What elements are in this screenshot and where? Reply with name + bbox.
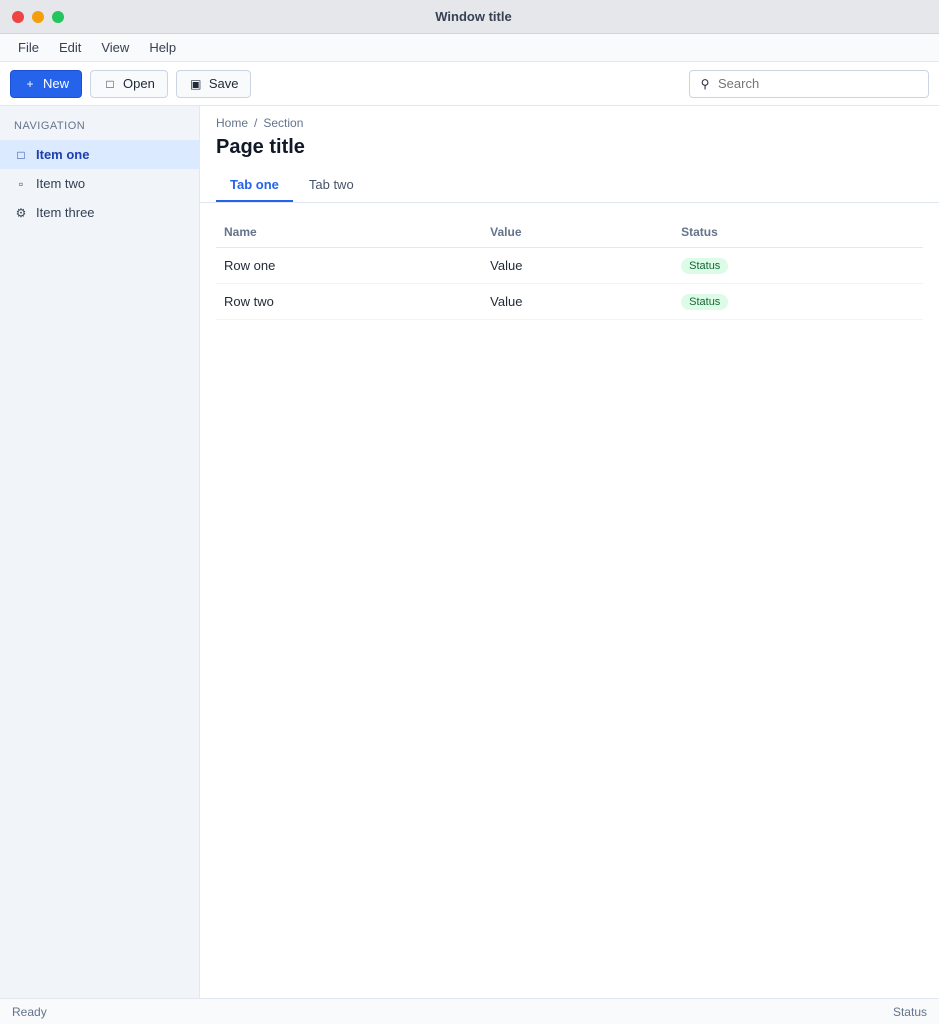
status-badge: Status — [681, 258, 729, 274]
data-table: Name Value Status Row one Value Status R… — [216, 217, 923, 320]
menu-item-3[interactable]: View — [101, 40, 130, 55]
column-header[interactable]: Name — [216, 217, 483, 248]
status-bar: Ready Status — [0, 998, 939, 1024]
tab-1[interactable]: Tab one — [216, 169, 293, 202]
menu-item-1[interactable]: File — [18, 40, 39, 55]
status-badge: Status — [681, 294, 729, 310]
breadcrumb-item: Section — [263, 116, 304, 130]
menu-bar: File Edit View Help — [0, 34, 939, 62]
column-header[interactable]: Status — [673, 217, 923, 248]
new-button[interactable]: + New — [10, 69, 83, 98]
tab-2[interactable]: Tab two — [308, 177, 354, 192]
new-button-label: New — [43, 76, 70, 91]
sidebar-item-2[interactable]: ▫ Item two — [0, 169, 199, 198]
save-icon: ▣ — [190, 76, 202, 91]
menu-item-4[interactable]: Help — [149, 40, 177, 55]
title-bar: Window title — [0, 0, 939, 34]
table-header-row: Name Value Status — [216, 217, 923, 248]
status-text: Ready — [12, 1004, 47, 1019]
save-button-label: Save — [208, 76, 239, 91]
breadcrumb-item[interactable]: Home — [216, 116, 249, 130]
table-cell-name: Row one — [216, 247, 483, 284]
close-window-button[interactable] — [12, 10, 24, 23]
content-area: Name Value Status Row one Value Status R… — [200, 203, 939, 998]
sidebar-item-label: Item two — [36, 176, 86, 191]
maximize-window-button[interactable] — [52, 10, 64, 23]
main-panel: Home / Section Page title Tab one Tab tw… — [200, 106, 939, 998]
window-title: Window title — [435, 9, 512, 24]
breadcrumb: Home / Section — [200, 106, 939, 130]
save-button[interactable]: ▣ Save — [175, 69, 252, 98]
sidebar-item-1[interactable]: □ Item one — [0, 140, 199, 169]
folder-icon: □ — [17, 147, 25, 162]
open-button[interactable]: □ Open — [90, 69, 168, 98]
sidebar-item-label: Item three — [36, 205, 95, 220]
column-header[interactable]: Value — [482, 217, 674, 248]
table-row[interactable]: Row two Value Status — [216, 283, 923, 320]
settings-icon: ⚙ — [15, 205, 27, 220]
toolbar: + New □ Open ▣ Save ⚲ — [0, 62, 939, 106]
open-button-label: Open — [123, 76, 155, 91]
table-cell-status: Status — [673, 247, 923, 284]
search-input[interactable] — [718, 76, 920, 91]
table-row[interactable]: Row one Value Status — [216, 247, 923, 284]
table-cell-name: Row two — [216, 283, 483, 320]
table-cell-status: Status — [673, 283, 923, 320]
breadcrumb-separator: / — [254, 116, 258, 130]
menu-item-2[interactable]: Edit — [58, 40, 82, 55]
workspace: Navigation □ Item one ▫ Item two ⚙ Item … — [0, 106, 939, 998]
folder-icon: □ — [106, 76, 114, 91]
plus-icon: + — [26, 76, 34, 91]
page-title: Page title — [216, 136, 305, 158]
table-cell-value: Value — [482, 247, 674, 284]
sidebar-item-3[interactable]: ⚙ Item three — [0, 198, 199, 227]
tab-bar: Tab one Tab two — [200, 169, 939, 203]
file-icon: ▫ — [18, 176, 24, 191]
table-cell-value: Value — [482, 283, 674, 320]
sidebar-heading: Navigation — [14, 120, 86, 132]
sidebar: Navigation □ Item one ▫ Item two ⚙ Item … — [0, 106, 200, 998]
sidebar-item-label: Item one — [36, 147, 90, 162]
status-right-text: Status — [892, 1004, 927, 1019]
minimize-window-button[interactable] — [32, 10, 44, 23]
search-box: ⚲ — [689, 69, 929, 98]
search-icon: ⚲ — [700, 76, 710, 91]
